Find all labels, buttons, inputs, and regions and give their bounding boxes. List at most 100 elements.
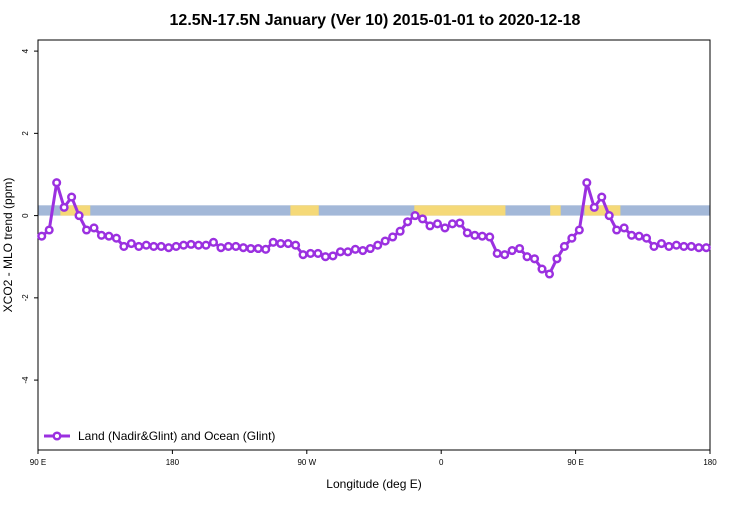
point [320,252,331,262]
point [238,243,248,253]
point [627,230,637,240]
y-axis-label: XCO2 - MLO trend (ppm) [1,178,15,313]
point [52,178,62,188]
point [350,244,360,254]
point [537,264,547,274]
y-tick-label: 4 [21,48,30,53]
point [67,192,77,202]
y-tick-label: 0 [21,213,30,218]
point [171,241,181,251]
point [500,250,510,260]
point [186,239,196,249]
point [365,243,375,254]
point [208,237,219,247]
point [679,241,689,251]
point [432,219,443,229]
point [373,240,383,250]
x-tick-label: 90 E [30,458,46,467]
point [164,243,174,253]
point [96,230,107,240]
point [455,218,465,228]
point [694,243,704,253]
point [358,246,368,256]
ocean-band [38,205,710,216]
point [201,240,211,250]
point [119,241,129,251]
point [268,237,278,247]
point [246,243,256,254]
point [552,254,562,264]
point [612,225,622,235]
point [664,241,674,251]
point [104,231,114,241]
x-tick-label: 180 [166,458,180,467]
point [522,252,532,262]
point [410,211,420,221]
point [44,225,54,235]
point [649,241,659,251]
x-tick-label: 180 [703,458,717,467]
point [686,241,696,251]
point [515,243,525,254]
point [388,232,398,242]
point [559,241,569,251]
point [305,248,316,258]
point [59,202,69,212]
point [313,248,323,258]
point [134,241,144,251]
series-line [40,182,707,277]
x-tick-label: 90 E [567,458,583,467]
point [507,246,517,256]
point [335,247,345,257]
point [470,230,480,240]
point [604,211,614,221]
point [179,240,189,250]
point [231,241,241,251]
point [582,178,592,188]
point [701,243,711,253]
point [417,214,428,224]
point [477,231,487,241]
point [462,228,472,238]
point [589,202,599,212]
point [81,225,92,235]
legend-marker [52,431,62,441]
y-tick-label: 2 [21,131,30,136]
point [111,233,121,243]
point [149,241,159,251]
point [253,243,263,254]
point [156,241,166,251]
point [126,239,136,249]
point [440,223,450,233]
point [529,254,540,264]
y-tick-label: -2 [21,294,30,302]
land-band [290,205,319,216]
point [283,239,293,249]
point [276,239,286,249]
point [447,219,457,229]
land-band [414,205,506,216]
point [343,247,353,257]
point [216,243,226,253]
point [492,248,502,258]
point [298,250,308,260]
legend-label: Land (Nadir&Glint) and Ocean (Glint) [78,429,275,443]
point [485,232,495,242]
land-band [584,205,621,216]
point [291,240,301,250]
point [37,231,47,241]
plot-frame [37,39,711,451]
point [89,223,99,233]
chart-title: 12.5N-17.5N January (Ver 10) 2015-01-01 … [170,12,581,29]
x-axis-label: Longitude (deg E) [326,477,421,491]
point [141,240,151,250]
point [619,223,629,233]
point [656,239,667,249]
y-tick-label: -4 [21,376,30,384]
x-tick-label: 0 [439,458,444,467]
x-tick-label: 90 W [297,458,316,467]
point [671,240,681,250]
point [261,244,271,254]
point [567,233,577,243]
point [544,269,555,279]
